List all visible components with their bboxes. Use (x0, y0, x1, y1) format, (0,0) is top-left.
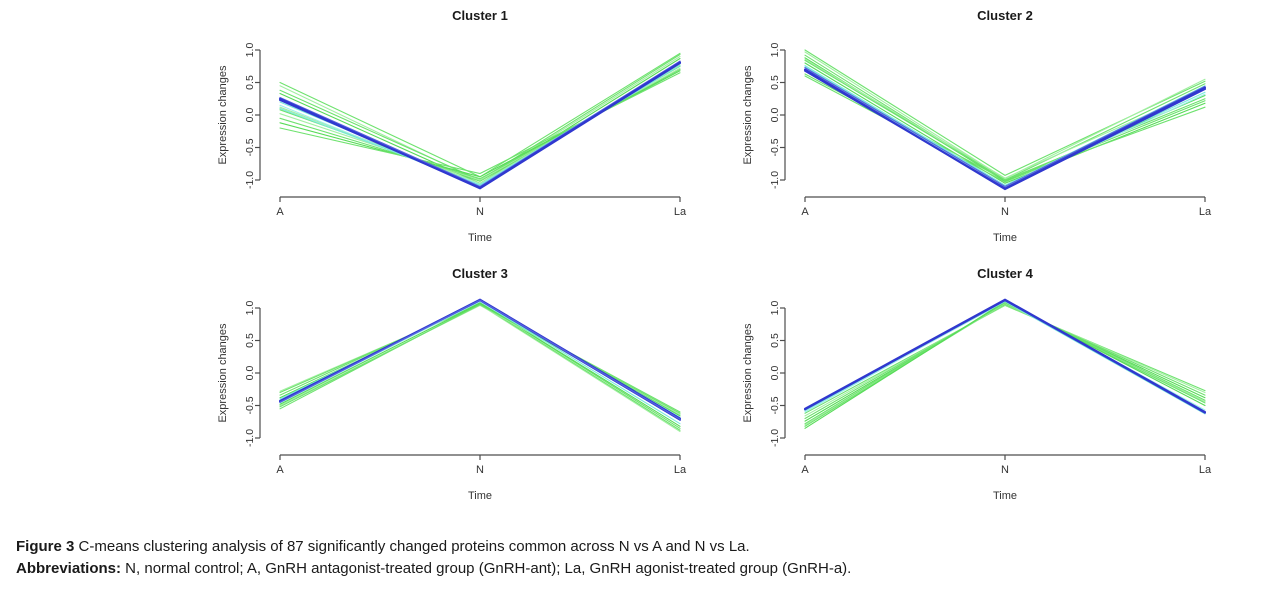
y-tick-label: 0.5 (769, 75, 781, 90)
series-line (279, 61, 681, 186)
x-tick-label: A (276, 206, 284, 218)
y-tick-label: 1.0 (244, 43, 256, 58)
series-line (804, 62, 1206, 184)
series-line (804, 302, 1206, 427)
y-tick-label: 0.5 (244, 333, 256, 348)
series-line (279, 304, 681, 414)
y-tick-label: 0.5 (244, 75, 256, 90)
cluster-chart: Cluster 1 1.0 0.5 0.0 -0.5 -1.0 Expression cha… (217, 8, 687, 244)
x-tick-label: N (1001, 464, 1009, 476)
series-line (279, 300, 681, 418)
x-tick-label: N (1001, 206, 1009, 218)
y-tick-label: -0.5 (769, 396, 781, 414)
series-line (804, 75, 1206, 183)
series-line (279, 72, 681, 175)
series-line (804, 66, 1206, 187)
abbreviations-label: Abbreviations: (16, 560, 122, 577)
y-tick-label: -1.0 (769, 429, 781, 447)
caption-line-2: Abbreviations: N, normal control; A, GnR… (16, 558, 1276, 580)
series-line (804, 303, 1206, 422)
series-line (279, 299, 681, 420)
series-line (279, 304, 681, 416)
y-tick-label: 1.0 (244, 301, 256, 316)
caption-line-1: Figure 3 C-means clustering analysis of … (16, 536, 1276, 558)
series-line (804, 302, 1206, 426)
panel-cluster-3: Cluster 3 1.0 0.5 0.0 -0.5 -1.0 Expression cha… (210, 260, 690, 512)
x-tick-label: A (801, 464, 809, 476)
panel-cluster-4: Cluster 4 1.0 0.5 0.0 -0.5 -1.0 Expression cha… (735, 260, 1215, 512)
y-tick-label: 1.0 (769, 301, 781, 316)
figure-label: Figure 3 (16, 538, 75, 555)
series-line (804, 302, 1206, 425)
series-line (804, 303, 1206, 420)
series-line (804, 69, 1206, 190)
chart-title: Cluster 4 (977, 266, 1033, 281)
figure-3: Cluster 1 1.0 0.5 0.0 -0.5 -1.0 Expression cha… (16, 2, 1276, 580)
cluster-chart: Cluster 3 1.0 0.5 0.0 -0.5 -1.0 Expression cha… (217, 266, 687, 502)
y-tick-label: 1.0 (769, 43, 781, 58)
series-line (279, 300, 681, 425)
series-line (804, 300, 1206, 415)
x-tick-label: La (1199, 464, 1212, 476)
series-line (279, 302, 681, 427)
y-axis-label: Expression changes (217, 323, 229, 423)
series-line (804, 66, 1206, 188)
cluster-chart-grid: Cluster 1 1.0 0.5 0.0 -0.5 -1.0 Expression cha… (210, 2, 1276, 512)
series-line (279, 53, 681, 181)
figure-caption-text: C-means clustering analysis of 87 signif… (74, 538, 750, 555)
y-tick-label: -0.5 (244, 138, 256, 156)
y-tick-label: 0.0 (244, 108, 256, 123)
y-axis-label: Expression changes (217, 65, 229, 165)
series-line (279, 57, 681, 184)
series-line (804, 304, 1206, 414)
x-axis-label: Time (468, 490, 492, 502)
y-tick-label: 0.0 (244, 366, 256, 381)
series-line (804, 300, 1206, 413)
y-tick-label: -0.5 (769, 138, 781, 156)
series-line (804, 304, 1206, 417)
x-tick-label: A (801, 206, 809, 218)
y-tick-label: -0.5 (244, 396, 256, 414)
x-axis-label: Time (993, 232, 1017, 244)
abbreviations-text: N, normal control; A, GnRH antagonist-tr… (121, 560, 852, 577)
chart-title: Cluster 1 (452, 8, 508, 23)
x-tick-label: La (674, 464, 687, 476)
y-tick-label: -1.0 (769, 171, 781, 189)
series-line (279, 303, 681, 413)
x-tick-label: A (276, 464, 284, 476)
y-tick-label: -1.0 (244, 171, 256, 189)
y-tick-label: 0.0 (769, 108, 781, 123)
y-axis-label: Expression changes (742, 65, 754, 165)
series-line (279, 298, 681, 420)
series-line (279, 299, 681, 421)
cluster-chart: Cluster 4 1.0 0.5 0.0 -0.5 -1.0 Expression cha… (742, 266, 1212, 502)
cluster-chart: Cluster 2 1.0 0.5 0.0 -0.5 -1.0 Expression cha… (742, 8, 1212, 244)
series-line (279, 302, 681, 417)
y-axis-label: Expression changes (742, 323, 754, 423)
x-axis-label: Time (993, 490, 1017, 502)
series-line (804, 299, 1206, 414)
x-tick-label: N (476, 464, 484, 476)
x-axis-label: Time (468, 232, 492, 244)
y-tick-label: 0.5 (769, 333, 781, 348)
panel-cluster-2: Cluster 2 1.0 0.5 0.0 -0.5 -1.0 Expression cha… (735, 2, 1215, 254)
series-line (279, 60, 681, 188)
series-line (279, 304, 681, 433)
chart-title: Cluster 3 (452, 266, 508, 281)
series-line (804, 298, 1206, 413)
y-tick-label: 0.0 (769, 366, 781, 381)
figure-caption: Figure 3 C-means clustering analysis of … (16, 536, 1276, 580)
x-tick-label: La (674, 206, 687, 218)
x-tick-label: N (476, 206, 484, 218)
panel-cluster-1: Cluster 1 1.0 0.5 0.0 -0.5 -1.0 Expression cha… (210, 2, 690, 254)
y-tick-label: -1.0 (244, 429, 256, 447)
x-tick-label: La (1199, 206, 1212, 218)
series-line (279, 61, 681, 189)
series-line (279, 55, 681, 182)
chart-title: Cluster 2 (977, 8, 1033, 23)
